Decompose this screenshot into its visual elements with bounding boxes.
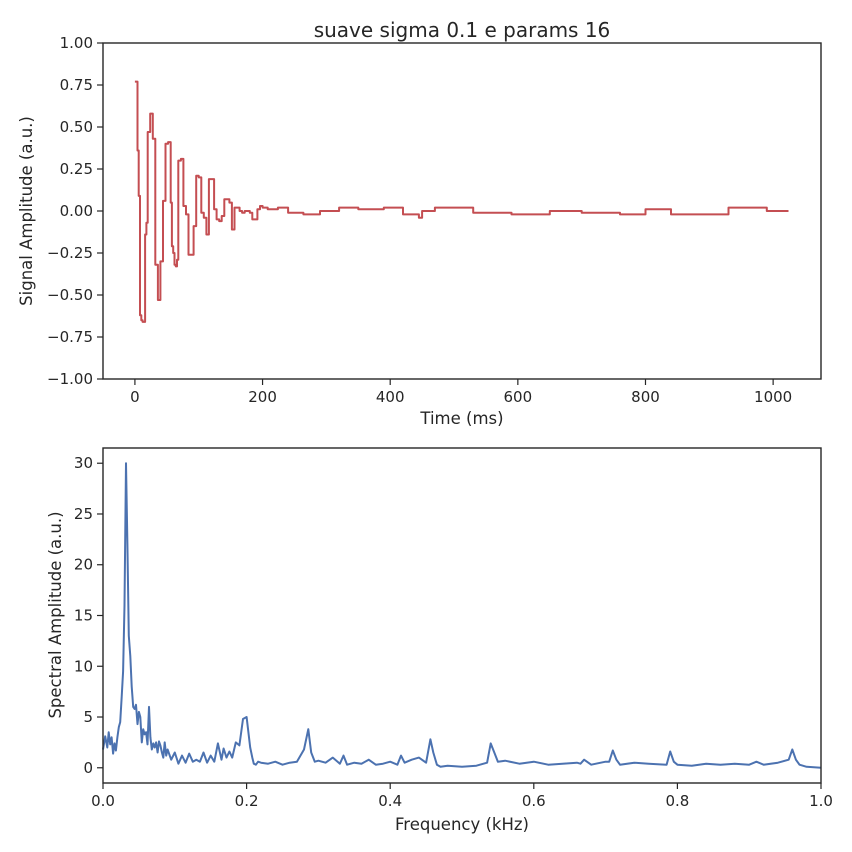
spectrum-x-tick-label: 0.0 — [91, 792, 115, 810]
signal-plot-frame — [102, 42, 822, 380]
spectrum-y-tick-label: 15 — [74, 607, 93, 625]
signal-x-tick-label: 1000 — [754, 388, 792, 406]
signal-x-tick-label: 200 — [248, 388, 277, 406]
spectrum-y-tick-label: 0 — [83, 759, 93, 777]
spectrum-x-axis-label: Frequency (kHz) — [395, 815, 529, 834]
signal-x-axis-label: Time (ms) — [419, 409, 503, 428]
spectrum-y-tick-label: 20 — [74, 556, 93, 574]
signal-x-tick-label: 600 — [504, 388, 533, 406]
spectrum-y-tick-label: 30 — [74, 454, 93, 472]
signal-series-line — [134, 80, 789, 323]
signal-y-tick-label: 0.25 — [60, 160, 93, 178]
spectrum-plot-frame — [102, 447, 822, 784]
signal-y-tick-label: 0.00 — [60, 202, 93, 220]
signal-chart-title: suave sigma 0.1 e params 16 — [314, 18, 611, 42]
spectrum-y-axis-label: Spectral Amplitude (a.u.) — [46, 511, 65, 718]
signal-x-tick-label: 800 — [631, 388, 660, 406]
signal-y-tick-label: 0.75 — [60, 76, 93, 94]
signal-y-tick-label: 0.50 — [60, 118, 93, 136]
spectrum-x-tick-label: 0.6 — [522, 792, 546, 810]
signal-y-tick-label: 1.00 — [60, 34, 93, 52]
spectrum-y-tick-label: 5 — [83, 708, 93, 726]
spectrum-y-tick-label: 10 — [74, 657, 93, 675]
signal-subplot: suave sigma 0.1 e params 16 0 200 400 600 80… — [17, 18, 822, 428]
spectrum-x-tick-label: 0.2 — [235, 792, 259, 810]
signal-y-tick-label: −0.50 — [47, 286, 93, 304]
signal-y-axis-label: Signal Amplitude (a.u.) — [17, 116, 36, 306]
signal-x-tick-label: 0 — [130, 388, 140, 406]
spectrum-y-tick-label: 25 — [74, 505, 93, 523]
spectrum-x-tick-label: 1.0 — [809, 792, 833, 810]
spectrum-x-tick-label: 0.8 — [665, 792, 689, 810]
signal-y-tick-label: −0.25 — [47, 244, 93, 262]
signal-y-tick-label: −1.00 — [47, 370, 93, 388]
spectrum-series-line — [102, 462, 822, 769]
spectrum-x-tick-label: 0.4 — [378, 792, 402, 810]
signal-x-tick-label: 400 — [376, 388, 405, 406]
spectrum-subplot: 0.0 0.2 0.4 0.6 0.8 1.0 30 25 20 15 10 5 0 Frequenc… — [46, 447, 833, 834]
signal-y-tick-label: −0.75 — [47, 328, 93, 346]
